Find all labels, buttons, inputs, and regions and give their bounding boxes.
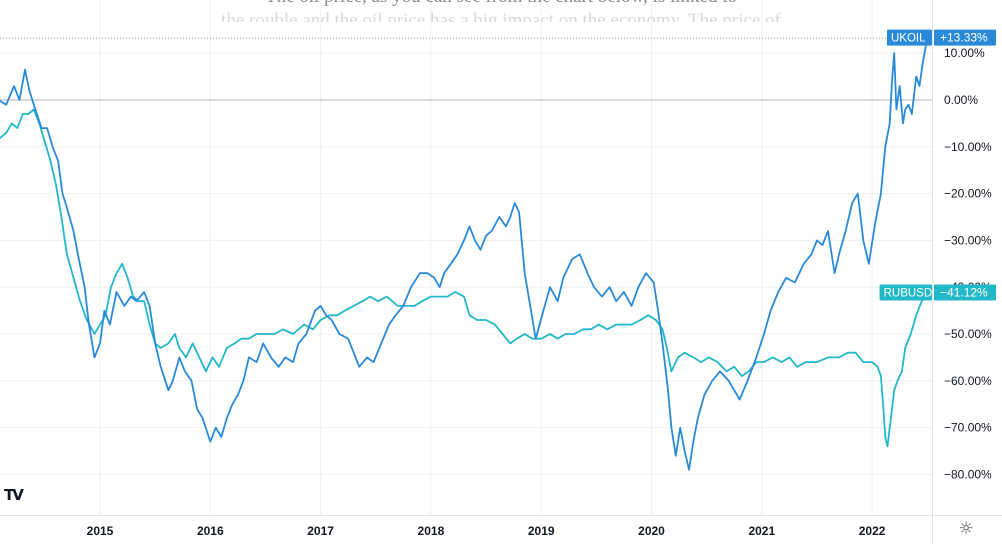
tradingview-logo[interactable]: TV: [4, 486, 24, 504]
x-tick-label: 2021: [748, 524, 775, 538]
y-tick-label: −10.00%: [944, 140, 992, 154]
series-name-badge: [887, 29, 932, 46]
series-value-badge: [934, 284, 996, 301]
y-tick-label: −30.00%: [944, 233, 992, 247]
series-value-badge: [934, 29, 996, 46]
series-value-label: −41.12%: [940, 285, 988, 299]
x-tick-label: 2020: [638, 524, 665, 538]
series-name-badge: [879, 284, 932, 301]
y-tick-label: −80.00%: [944, 467, 992, 481]
x-tick-label: 2022: [859, 524, 886, 538]
y-tick-label: −60.00%: [944, 374, 992, 388]
y-tick-label: −70.00%: [944, 421, 992, 435]
plot-area: [0, 0, 932, 515]
x-tick-label: 2018: [418, 524, 445, 538]
gear-icon[interactable]: ☼: [958, 519, 974, 539]
series-value-label: +13.33%: [940, 31, 988, 45]
series-line-rubusd: [0, 108, 929, 448]
y-tick-label: 0.00%: [944, 93, 978, 107]
x-tick-label: 2015: [87, 524, 114, 538]
series-name-label: UKOIL: [891, 33, 926, 45]
series-name-label: RUBUSD: [884, 287, 933, 299]
x-tick-label: 2017: [307, 524, 334, 538]
x-tick-label: 2019: [528, 524, 555, 538]
y-tick-label: 10.00%: [944, 46, 985, 60]
x-tick-label: 2016: [197, 524, 224, 538]
y-tick-label: −20.00%: [944, 187, 992, 201]
y-tick-label: −50.00%: [944, 327, 992, 341]
series-line-ukoil: [0, 37, 929, 471]
